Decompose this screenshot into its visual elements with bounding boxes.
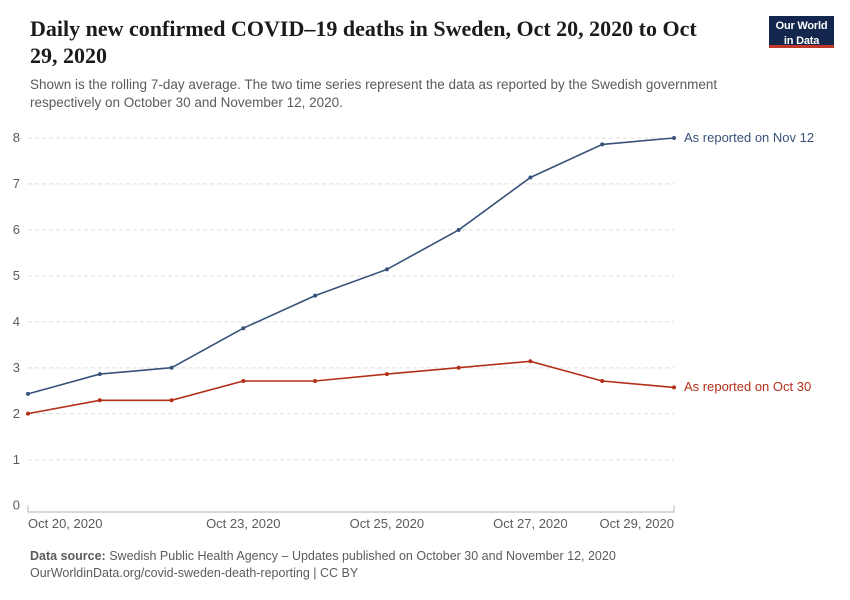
svg-text:5: 5 — [13, 268, 20, 283]
svg-text:6: 6 — [13, 222, 20, 237]
svg-text:1: 1 — [13, 452, 20, 467]
svg-text:2: 2 — [13, 406, 20, 421]
svg-text:3: 3 — [13, 360, 20, 375]
svg-text:4: 4 — [13, 314, 20, 329]
svg-text:7: 7 — [13, 176, 20, 191]
svg-text:As reported on Oct 30: As reported on Oct 30 — [684, 379, 811, 394]
svg-text:Oct 29, 2020: Oct 29, 2020 — [600, 516, 674, 531]
svg-text:Oct 20, 2020: Oct 20, 2020 — [28, 516, 102, 531]
svg-text:Oct 25, 2020: Oct 25, 2020 — [350, 516, 424, 531]
svg-text:Oct 27, 2020: Oct 27, 2020 — [493, 516, 567, 531]
svg-text:8: 8 — [13, 130, 20, 145]
svg-text:0: 0 — [13, 498, 20, 513]
svg-text:As reported on Nov 12: As reported on Nov 12 — [684, 130, 814, 145]
svg-text:Oct 23, 2020: Oct 23, 2020 — [206, 516, 280, 531]
